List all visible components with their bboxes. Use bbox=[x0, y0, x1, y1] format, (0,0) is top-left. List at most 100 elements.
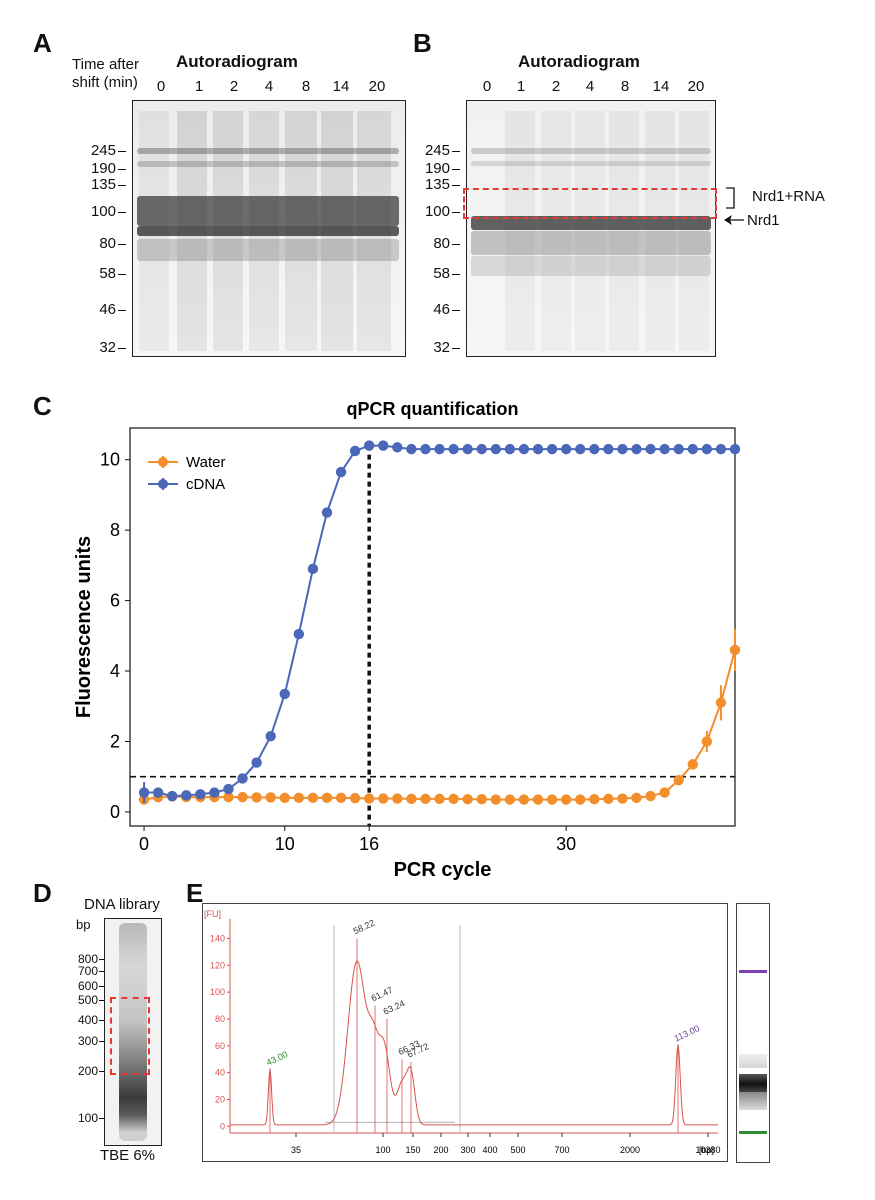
x-tick-label: 30 bbox=[556, 834, 576, 854]
bp-marker: 700 bbox=[77, 964, 98, 978]
library-selection-box bbox=[110, 997, 150, 1075]
data-point bbox=[265, 792, 276, 803]
x-unit-label: [bp] bbox=[699, 1145, 714, 1155]
data-point bbox=[729, 443, 741, 455]
data-point bbox=[631, 792, 642, 804]
bp-tick bbox=[99, 959, 104, 960]
y-tick-label: 8 bbox=[110, 520, 120, 540]
data-point bbox=[645, 790, 656, 802]
x-tick-label: 700 bbox=[554, 1145, 569, 1155]
data-point bbox=[476, 443, 487, 455]
y-tick-label: 4 bbox=[110, 661, 120, 681]
mw-tick bbox=[452, 310, 460, 311]
data-point bbox=[279, 688, 290, 700]
mw-marker: 46 bbox=[99, 301, 116, 318]
mw-marker: 80 bbox=[99, 235, 116, 252]
lane-label: 0 bbox=[156, 78, 166, 95]
y-tick-label: 20 bbox=[215, 1094, 225, 1104]
y-tick-label: 80 bbox=[215, 1014, 225, 1024]
mw-marker: 32 bbox=[433, 339, 450, 356]
data-point bbox=[589, 794, 600, 805]
data-point bbox=[659, 787, 670, 798]
bp-marker: 500 bbox=[77, 993, 98, 1007]
data-point bbox=[251, 757, 262, 768]
mw-marker: 135 bbox=[90, 176, 116, 193]
x-tick-label: 150 bbox=[405, 1145, 420, 1155]
data-point bbox=[152, 787, 164, 798]
data-point bbox=[462, 794, 473, 805]
mw-marker: 190 bbox=[90, 160, 116, 177]
mw-tick bbox=[452, 151, 460, 152]
x-tick-label: 2000 bbox=[620, 1145, 640, 1155]
time-after-shift-label: Time after shift (min) bbox=[72, 56, 139, 92]
mw-marker: 46 bbox=[433, 301, 450, 318]
bracket-icon bbox=[726, 187, 735, 209]
data-point bbox=[603, 443, 614, 455]
gel-b-image bbox=[466, 100, 716, 357]
y-tick-label: 40 bbox=[215, 1068, 225, 1078]
legend-label: cDNA bbox=[186, 476, 225, 493]
mw-tick bbox=[452, 185, 460, 186]
data-point bbox=[589, 443, 600, 455]
x-tick-label: 10380 bbox=[695, 1145, 720, 1155]
data-point bbox=[490, 794, 502, 805]
data-point bbox=[687, 759, 698, 770]
data-point bbox=[532, 443, 544, 455]
bp-marker: 800 bbox=[77, 952, 98, 966]
y-tick-label: 140 bbox=[210, 933, 225, 943]
data-point bbox=[420, 793, 431, 805]
series-group bbox=[138, 440, 741, 805]
x-tick-label: 500 bbox=[510, 1145, 525, 1155]
lane-label: 14 bbox=[332, 78, 350, 95]
data-point bbox=[476, 794, 487, 805]
data-point bbox=[363, 793, 375, 804]
data-point bbox=[673, 443, 684, 455]
panel-letter-b: B bbox=[413, 28, 432, 58]
bp-marker: 200 bbox=[77, 1064, 98, 1078]
upper-marker-band bbox=[739, 970, 767, 973]
bp-marker: 100 bbox=[77, 1111, 98, 1125]
data-point bbox=[631, 443, 642, 455]
mw-marker: 100 bbox=[90, 203, 116, 220]
data-point bbox=[645, 443, 656, 455]
gel-a-image bbox=[132, 100, 406, 357]
gel-d-title: DNA library bbox=[84, 896, 160, 913]
data-point bbox=[378, 440, 389, 451]
lane-label: 20 bbox=[368, 78, 386, 95]
virtual-gel-lane bbox=[736, 903, 770, 1163]
x-tick-label: 400 bbox=[482, 1145, 497, 1155]
legend-label: Water bbox=[186, 454, 225, 471]
gel-a-title: Autoradiogram bbox=[176, 52, 298, 71]
bp-marker: 300 bbox=[77, 1034, 98, 1048]
data-point bbox=[448, 793, 459, 805]
series-line-cdna bbox=[144, 444, 735, 798]
data-point bbox=[546, 794, 558, 805]
y-unit-label: [FU] bbox=[204, 909, 221, 919]
data-point bbox=[363, 440, 375, 451]
bp-tick bbox=[99, 1041, 104, 1042]
mw-marker: 58 bbox=[99, 265, 116, 282]
data-point bbox=[307, 792, 319, 804]
sample-main-band bbox=[739, 1074, 767, 1092]
data-point bbox=[546, 443, 558, 455]
data-point bbox=[532, 794, 544, 805]
chart-title: qPCR quantification bbox=[347, 399, 519, 419]
y-tick-label: 0 bbox=[110, 802, 120, 822]
mw-tick bbox=[118, 185, 126, 186]
lane-label: 14 bbox=[652, 78, 670, 95]
bp-marker: 600 bbox=[77, 979, 98, 993]
data-point bbox=[673, 775, 684, 786]
mw-tick bbox=[118, 274, 126, 275]
y-tick-label: 100 bbox=[210, 987, 225, 997]
panel-letter-a: A bbox=[33, 28, 52, 58]
mw-marker: 190 bbox=[424, 160, 450, 177]
x-tick-label: 35 bbox=[291, 1145, 301, 1155]
data-point bbox=[349, 792, 361, 804]
y-tick-label: 0 bbox=[220, 1121, 225, 1131]
data-point bbox=[378, 793, 389, 804]
panel-letter-d: D bbox=[33, 878, 52, 908]
x-tick-label: 300 bbox=[460, 1145, 475, 1155]
mw-marker: 245 bbox=[424, 142, 450, 159]
data-point bbox=[575, 443, 586, 455]
panel-letter-e: E bbox=[186, 878, 204, 908]
